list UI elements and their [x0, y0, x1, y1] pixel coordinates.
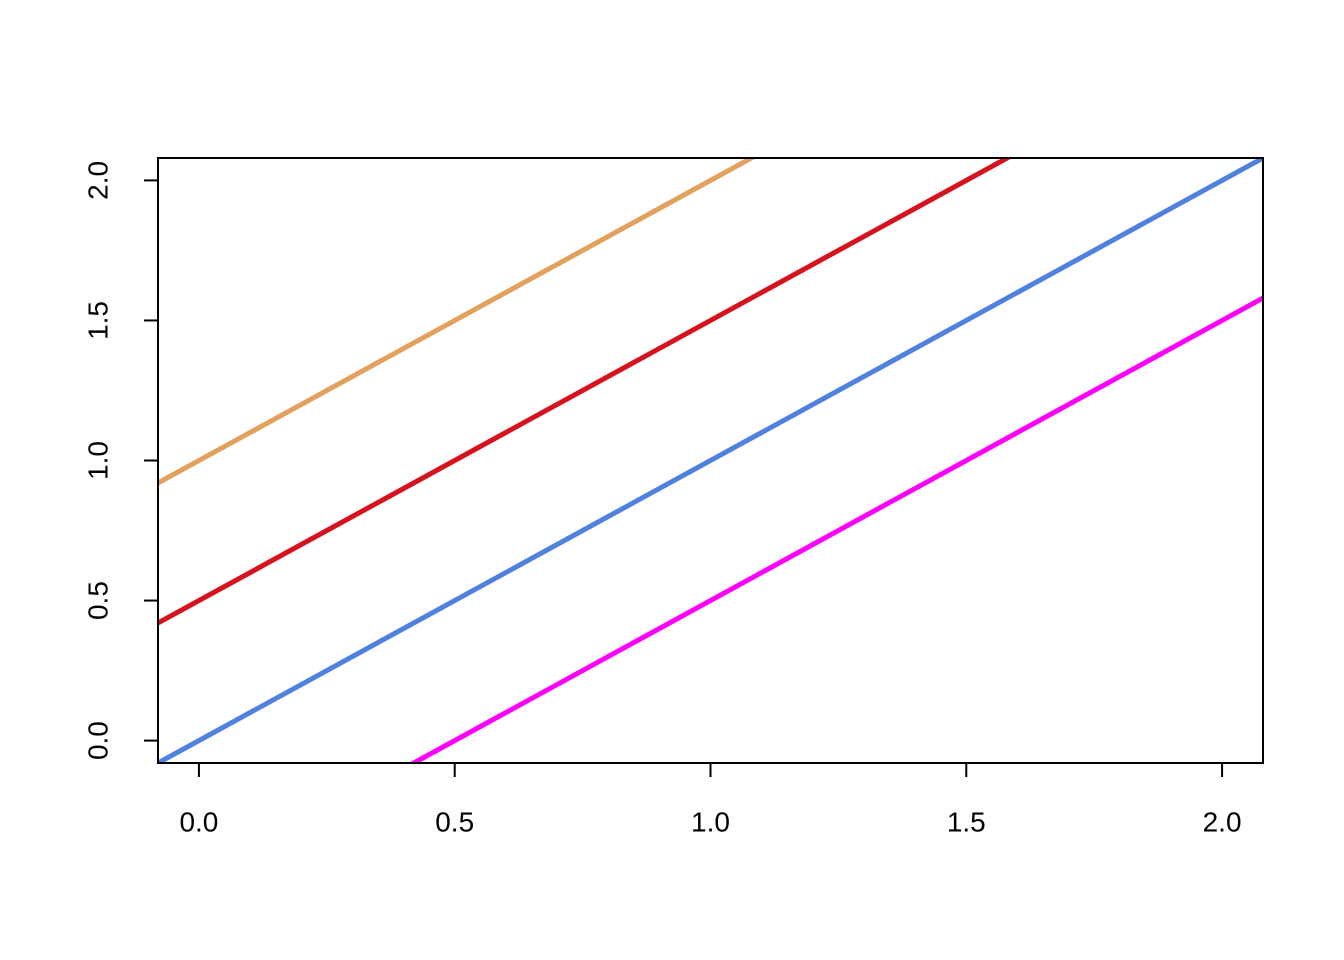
line-series [158, 158, 1013, 626]
x-tick-label: 0.5 [435, 806, 474, 837]
y-tick-label: 0.0 [82, 721, 113, 760]
y-tick-label: 1.0 [82, 441, 113, 480]
line-series [158, 158, 757, 486]
line-series [408, 295, 1263, 763]
y-tick-label: 2.0 [82, 161, 113, 200]
x-tick-label: 1.5 [947, 806, 986, 837]
x-tick-label: 1.0 [691, 806, 730, 837]
line-series [158, 158, 1263, 763]
x-tick-label: 2.0 [1203, 806, 1242, 837]
y-tick-label: 0.5 [82, 581, 113, 620]
plot-area [158, 158, 1263, 763]
x-tick-label: 0.0 [179, 806, 218, 837]
y-tick-label: 1.5 [82, 301, 113, 340]
